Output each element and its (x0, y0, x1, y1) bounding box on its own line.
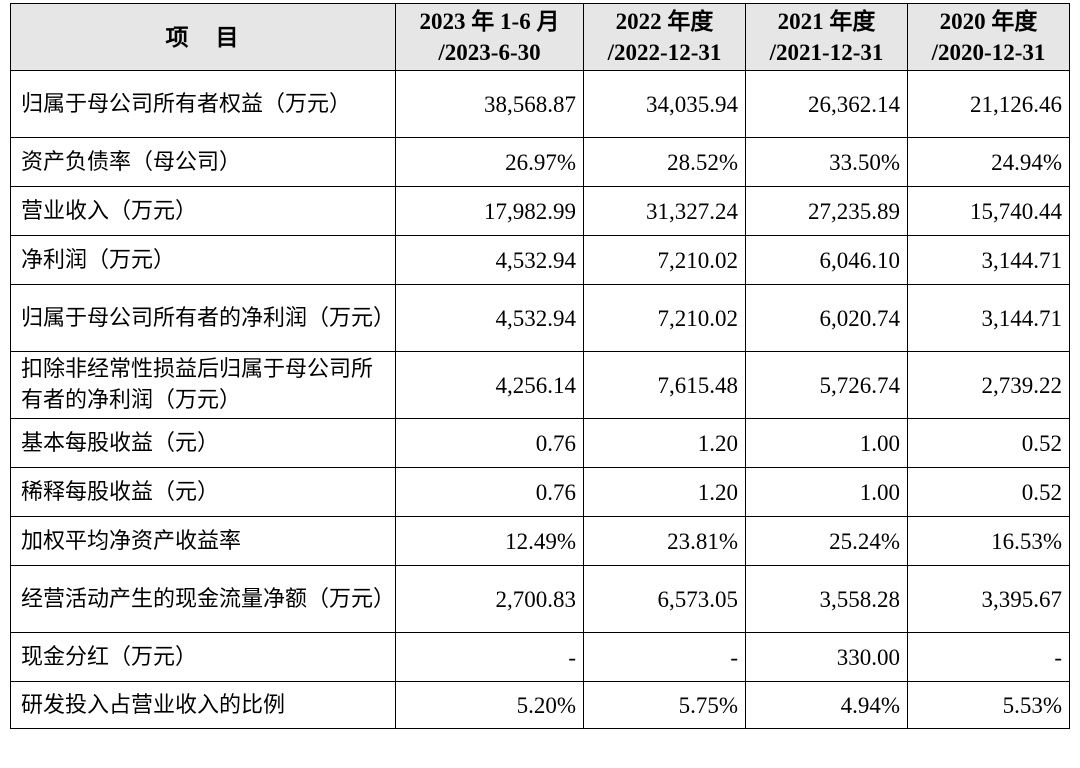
cell-value: 21,126.46 (907, 70, 1070, 138)
cell-value: 1.00 (745, 418, 908, 468)
header-col-line1: 2023 年 1-6 月 (419, 9, 560, 34)
cell-value: 34,035.94 (583, 70, 746, 138)
cell-value: 26.97% (395, 137, 584, 187)
table-row: 归属于母公司所有者权益（万元） 38,568.87 34,035.94 26,3… (10, 70, 1070, 138)
cell-value: 23.81% (583, 516, 746, 566)
cell-value: 15,740.44 (907, 186, 1070, 236)
cell-value: 7,615.48 (583, 351, 746, 419)
table-header-row: 项 目 2023 年 1-6 月 /2023-6-30 2022 年度 /202… (10, 3, 1070, 71)
financial-table-container: 项 目 2023 年 1-6 月 /2023-6-30 2022 年度 /202… (10, 3, 1070, 729)
financial-data-table: 项 目 2023 年 1-6 月 /2023-6-30 2022 年度 /202… (10, 3, 1070, 729)
header-col-2021: 2021 年度 /2021-12-31 (745, 3, 908, 71)
cell-value: 3,144.71 (907, 284, 1070, 352)
row-label: 稀释每股收益（元） (10, 467, 396, 517)
cell-value: 1.20 (583, 418, 746, 468)
cell-value: 25.24% (745, 516, 908, 566)
cell-value: 5.20% (395, 681, 584, 729)
table-row: 净利润（万元） 4,532.94 7,210.02 6,046.10 3,144… (10, 235, 1070, 285)
cell-value: 4,532.94 (395, 235, 584, 285)
table-row: 营业收入（万元） 17,982.99 31,327.24 27,235.89 1… (10, 186, 1070, 236)
cell-value: 4,532.94 (395, 284, 584, 352)
cell-value: - (907, 632, 1070, 682)
cell-value: 4,256.14 (395, 351, 584, 419)
row-label: 净利润（万元） (10, 235, 396, 285)
table-row: 经营活动产生的现金流量净额（万元） 2,700.83 6,573.05 3,55… (10, 565, 1070, 633)
cell-value: 17,982.99 (395, 186, 584, 236)
header-col-line2: /2023-6-30 (438, 40, 541, 65)
header-col-line1: 2020 年度 (939, 9, 1038, 34)
row-label: 现金分红（万元） (10, 632, 396, 682)
header-col-line1: 2021 年度 (777, 9, 876, 34)
cell-value: - (395, 632, 584, 682)
table-row: 稀释每股收益（元） 0.76 1.20 1.00 0.52 (10, 467, 1070, 517)
header-col-line1: 2022 年度 (615, 9, 714, 34)
cell-value: 2,700.83 (395, 565, 584, 633)
cell-value: 1.20 (583, 467, 746, 517)
cell-value: 3,558.28 (745, 565, 908, 633)
cell-value: 12.49% (395, 516, 584, 566)
table-row: 归属于母公司所有者的净利润（万元） 4,532.94 7,210.02 6,02… (10, 284, 1070, 352)
row-label: 归属于母公司所有者的净利润（万元） (10, 284, 396, 352)
cell-value: 26,362.14 (745, 70, 908, 138)
cell-value: 0.52 (907, 467, 1070, 517)
table-row: 资产负债率（母公司） 26.97% 28.52% 33.50% 24.94% (10, 137, 1070, 187)
header-col-2022: 2022 年度 /2022-12-31 (583, 3, 746, 71)
cell-value: 33.50% (745, 137, 908, 187)
row-label: 归属于母公司所有者权益（万元） (10, 70, 396, 138)
cell-value: 24.94% (907, 137, 1070, 187)
table-row: 加权平均净资产收益率 12.49% 23.81% 25.24% 16.53% (10, 516, 1070, 566)
row-label: 基本每股收益（元） (10, 418, 396, 468)
cell-value: 6,046.10 (745, 235, 908, 285)
table-row: 扣除非经常性损益后归属于母公司所有者的净利润（万元） 4,256.14 7,61… (10, 351, 1070, 419)
header-col-line2: /2020-12-31 (931, 40, 1046, 65)
header-col-line2: /2021-12-31 (769, 40, 884, 65)
header-col-line2: /2022-12-31 (607, 40, 722, 65)
cell-value: 31,327.24 (583, 186, 746, 236)
cell-value: 6,020.74 (745, 284, 908, 352)
cell-value: 7,210.02 (583, 284, 746, 352)
cell-value: 27,235.89 (745, 186, 908, 236)
cell-value: 4.94% (745, 681, 908, 729)
cell-value: 1.00 (745, 467, 908, 517)
table-row: 现金分红（万元） - - 330.00 - (10, 632, 1070, 682)
row-label: 研发投入占营业收入的比例 (10, 681, 396, 729)
table-row: 研发投入占营业收入的比例 5.20% 5.75% 4.94% 5.53% (10, 681, 1070, 729)
row-label: 扣除非经常性损益后归属于母公司所有者的净利润（万元） (10, 351, 396, 419)
cell-value: 3,395.67 (907, 565, 1070, 633)
cell-value: 38,568.87 (395, 70, 584, 138)
cell-value: 2,739.22 (907, 351, 1070, 419)
cell-value: - (583, 632, 746, 682)
cell-value: 3,144.71 (907, 235, 1070, 285)
header-col-2023h1: 2023 年 1-6 月 /2023-6-30 (395, 3, 584, 71)
row-label: 经营活动产生的现金流量净额（万元） (10, 565, 396, 633)
cell-value: 0.76 (395, 467, 584, 517)
cell-value: 0.52 (907, 418, 1070, 468)
row-label: 加权平均净资产收益率 (10, 516, 396, 566)
cell-value: 7,210.02 (583, 235, 746, 285)
cell-value: 330.00 (745, 632, 908, 682)
cell-value: 5,726.74 (745, 351, 908, 419)
row-label: 营业收入（万元） (10, 186, 396, 236)
table-row: 基本每股收益（元） 0.76 1.20 1.00 0.52 (10, 418, 1070, 468)
cell-value: 6,573.05 (583, 565, 746, 633)
cell-value: 16.53% (907, 516, 1070, 566)
cell-value: 5.75% (583, 681, 746, 729)
header-item: 项 目 (10, 3, 396, 71)
cell-value: 28.52% (583, 137, 746, 187)
header-col-2020: 2020 年度 /2020-12-31 (907, 3, 1070, 71)
cell-value: 0.76 (395, 418, 584, 468)
row-label: 资产负债率（母公司） (10, 137, 396, 187)
cell-value: 5.53% (907, 681, 1070, 729)
